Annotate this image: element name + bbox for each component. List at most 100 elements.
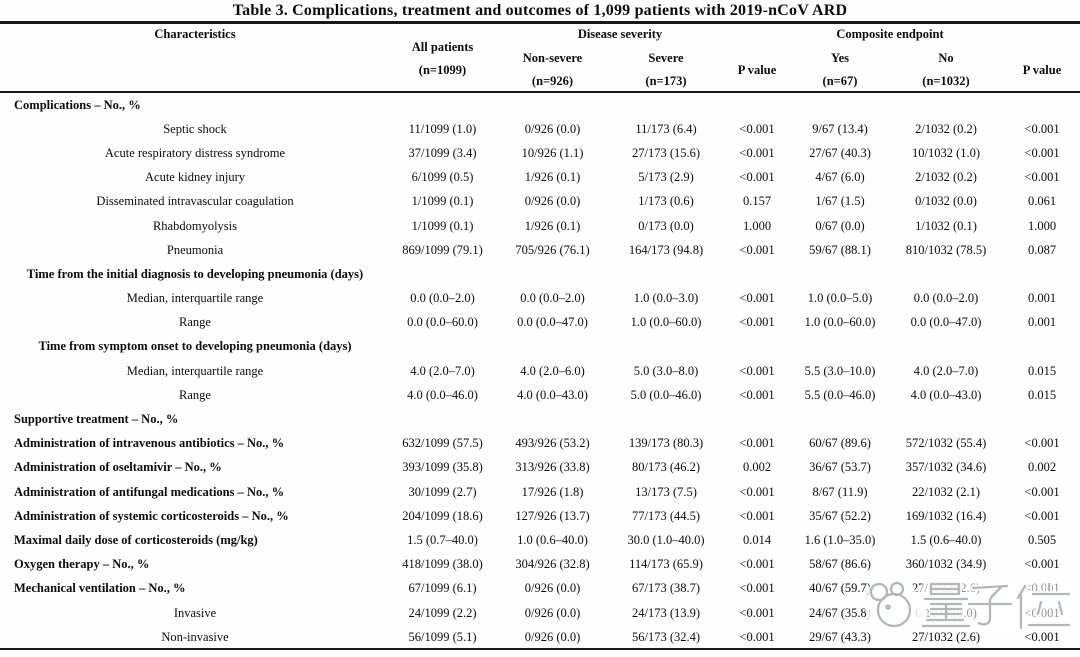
cell: 4/67 (6.0) [815,170,865,185]
bottom-rule [0,648,1080,651]
cell: 0.0 (0.0–47.0) [517,315,588,330]
row-label: Pneumonia [166,242,224,257]
row-label: Range [179,315,211,330]
cell: 0.505 [1027,532,1057,547]
cell: 24/67 (35.8) [809,605,871,620]
table-row: Non-invasive 56/1099 (5.1) 0/926 (0.0) 56/1… [0,625,1080,649]
cell: <0.001 [739,436,775,451]
cell: 1.0 (0.0–60.0) [630,315,702,330]
cell: 67/173 (38.7) [631,581,701,596]
cell: 0/926 (0.0) [524,121,581,136]
header-severe-line1: Severe [648,51,684,65]
cell: 869/1099 (79.1) [402,242,483,257]
header-severe: Severe (n=173) [610,47,722,92]
cell: 127/926 (13.7) [515,508,590,523]
cell: 30/1099 (2.7) [408,484,477,499]
cell: 6/1099 (0.5) [411,170,474,185]
header-p-value-severity: P value [737,63,777,77]
cell: 30.0 (1.0–40.0) [627,532,705,547]
row-label: Maximal daily dose of corticosteroids (m… [14,532,258,547]
cell: <0.001 [1024,145,1060,160]
cell: 4.0 (2.0–7.0) [913,363,979,378]
cell: 1.000 [742,218,772,233]
row-label: Non-invasive [161,629,229,644]
row-label: Median, interquartile range [126,363,264,378]
cell: 1/926 (0.1) [524,218,581,233]
cell: 360/1032 (34.9) [905,557,987,572]
cell: 705/926 (76.1) [515,242,590,257]
cell: 1/173 (0.6) [638,194,694,209]
table-body: Complications – No., % Septic shock 11/109… [0,93,1080,649]
header-no-line2: (n=1032) [922,73,970,88]
cell: 11/1099 (1.0) [408,121,477,136]
cell: 5.5 (3.0–10.0) [804,363,876,378]
row-label: Range [179,387,211,402]
cell: <0.001 [1024,605,1060,620]
cell: 0/173 (0.0) [638,218,694,233]
cell: 0/1032 (0.0) [915,194,977,209]
cell: 13/173 (7.5) [635,484,697,499]
table-row: Disseminated intravascular coagulation 1/… [0,190,1080,214]
cell: 0/926 (0.0) [524,605,581,620]
table-row: Maximal daily dose of corticosteroids (m… [0,528,1080,552]
header-all-patients-line2: (n=1099) [418,62,467,77]
cell: <0.001 [739,557,775,572]
table-row: Rhabdomyolysis 1/1099 (0.1) 1/926 (0.1) 0/1… [0,214,1080,238]
header-no: No (n=1032) [888,47,1004,92]
cell: 4.0 (0.0–43.0) [517,387,588,402]
table-row: Pneumonia 869/1099 (79.1) 705/926 (76.1) 16… [0,238,1080,262]
table-row: Invasive 24/1099 (2.2) 0/926 (0.0) 24/173 (… [0,601,1080,625]
header-severe-line2: (n=173) [645,73,687,88]
row-label: Acute respiratory distress syndrome [104,145,286,160]
cell: 24/173 (13.9) [631,605,701,620]
cell: <0.001 [1024,508,1060,523]
cell: 0.001 [1027,291,1057,306]
cell: 0.001 [1027,315,1057,330]
cell: 1.0 (0.0–60.0) [804,315,876,330]
cell: 59/67 (88.1) [809,242,871,257]
cell: 29/67 (43.3) [809,629,871,644]
cell: 204/1099 (18.6) [402,508,483,523]
cell: <0.001 [1024,629,1060,644]
cell: 0.0 (0.0–60.0) [407,315,478,330]
cell: 1.0 (0.0–3.0) [633,291,699,306]
cell: 1/1032 (0.1) [915,218,977,233]
row-label: Supportive treatment – No., % [14,412,179,427]
cell: 0/926 (0.0) [524,629,581,644]
cell: 357/1032 (34.6) [905,460,987,475]
cell: 5.0 (3.0–8.0) [633,363,699,378]
cell: 0.014 [742,532,772,547]
row-label: Time from the initial diagnosis to devel… [26,266,364,281]
header-non-severe-line2: (n=926) [531,73,574,88]
cell: 10/1032 (1.0) [911,145,981,160]
cell: 0/67 (0.0) [815,218,865,233]
cell: <0.001 [739,121,775,136]
header-yes: Yes (n=67) [792,47,888,92]
table-row: Acute respiratory distress syndrome 37/10… [0,141,1080,165]
cell: 56/1099 (5.1) [408,629,477,644]
table-row: Administration of oseltamivir – No., % 39… [0,456,1080,480]
row-label: Time from symptom onset to developing pn… [38,339,352,354]
top-rule [0,21,1080,24]
cell: 4.0 (0.0–43.0) [910,387,982,402]
cell: 1.5 (0.6–40.0) [910,532,982,547]
cell: 0/926 (0.0) [524,581,581,596]
cell: 0.0 (0.0–2.0) [520,291,585,306]
table-row: Administration of intravenous antibiotic… [0,432,1080,456]
cell: 37/1099 (3.4) [408,145,477,160]
cell: 1/1099 (0.1) [411,218,474,233]
cell: 77/173 (44.5) [631,508,701,523]
cell: 27/67 (40.3) [809,145,871,160]
cell: <0.001 [1024,557,1060,572]
cell: <0.001 [1024,436,1060,451]
table-row: Administration of systemic corticosteroi… [0,504,1080,528]
cell: 40/67 (59.7) [809,581,871,596]
table-row: Administration of antifungal medications… [0,480,1080,504]
cell: 1.0 (0.0–5.0) [807,291,873,306]
row-label: Mechanical ventilation – No., % [14,581,186,596]
table-row: Oxygen therapy – No., % 418/1099 (38.0) 30… [0,553,1080,577]
cell: 418/1099 (38.0) [402,557,483,572]
cell: <0.001 [1024,170,1060,185]
cell: 393/1099 (35.8) [402,460,483,475]
